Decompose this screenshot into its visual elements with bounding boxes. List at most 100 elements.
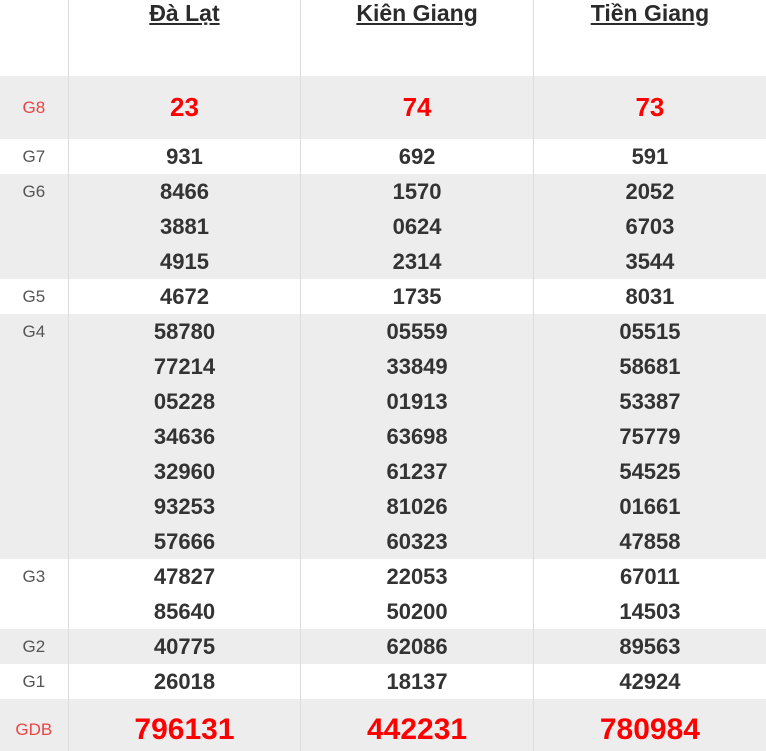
prize-cell: 796131 bbox=[67, 699, 301, 751]
row-label: G5 bbox=[22, 287, 46, 306]
prize-number: 74 bbox=[402, 92, 432, 122]
prize-cell: 58780 77214 05228 34636 32960 93253 57666 bbox=[67, 314, 301, 559]
prize-cell: 05559 33849 01913 63698 61237 81026 60323 bbox=[300, 314, 534, 559]
prize-number: 05228 bbox=[153, 389, 216, 414]
prize-number: 67011 bbox=[619, 564, 680, 589]
prize-cell: 591 bbox=[532, 139, 766, 174]
prize-number: 1570 bbox=[392, 179, 442, 204]
prize-number: 81026 bbox=[386, 494, 448, 519]
prize-number: 77214 bbox=[153, 354, 216, 379]
prize-cell: 47827 85640 bbox=[67, 559, 301, 629]
column-header-2[interactable]: Kiên Giang bbox=[300, 0, 534, 76]
prize-number: 796131 bbox=[134, 713, 235, 746]
column-header-1[interactable]: Đà Lạt bbox=[67, 0, 301, 76]
prize-number: 33849 bbox=[386, 354, 448, 379]
prize-number: 47827 bbox=[153, 564, 216, 589]
prize-row-g5: G5 4672 1735 8031 bbox=[0, 279, 766, 314]
results-body: G8 23 74 73 G7 931 692 591 G6 8466 3881 4915 1570 062… bbox=[0, 76, 766, 751]
prize-row-gdb: GDB 796131 442231 780984 bbox=[0, 699, 766, 751]
prize-number: 73 bbox=[635, 92, 665, 122]
prize-number: 692 bbox=[398, 144, 436, 169]
prize-number: 591 bbox=[631, 144, 669, 169]
prize-cell: 18137 bbox=[300, 664, 534, 699]
prize-number: 57666 bbox=[153, 529, 216, 554]
prize-cell: 89563 bbox=[532, 629, 766, 664]
prize-number: 8466 bbox=[159, 179, 209, 204]
prize-cell: 4672 bbox=[67, 279, 301, 314]
prize-cell: 1735 bbox=[300, 279, 534, 314]
prize-number: 63698 bbox=[386, 424, 448, 449]
prize-number: 18137 bbox=[386, 669, 448, 694]
corner-cell bbox=[0, 0, 69, 76]
prize-number: 05515 bbox=[619, 319, 681, 344]
prize-number: 34636 bbox=[153, 424, 216, 449]
prize-cell: 40775 bbox=[67, 629, 301, 664]
prize-number: 42924 bbox=[619, 669, 681, 694]
column-title[interactable]: Đà Lạt bbox=[149, 0, 220, 26]
prize-cell: 692 bbox=[300, 139, 534, 174]
prize-number: 50200 bbox=[386, 599, 448, 624]
prize-number: 6703 bbox=[625, 214, 675, 239]
row-label: G8 bbox=[0, 76, 69, 139]
prize-number: 53387 bbox=[619, 389, 681, 414]
prize-number: 61237 bbox=[386, 459, 448, 484]
prize-number: 89563 bbox=[619, 634, 681, 659]
prize-number: 58681 bbox=[619, 354, 681, 379]
prize-cell: 23 bbox=[67, 76, 301, 139]
row-label: GDB bbox=[0, 699, 69, 751]
header-row: Đà Lạt Kiên Giang Tiền Giang bbox=[0, 0, 766, 76]
prize-row-g8: G8 23 74 73 bbox=[0, 76, 766, 139]
prize-number: 2052 bbox=[625, 179, 675, 204]
prize-row-g1: G1 26018 18137 42924 bbox=[0, 664, 766, 699]
prize-cell: 74 bbox=[300, 76, 534, 139]
prize-number: 58780 bbox=[153, 319, 216, 344]
prize-number: 1735 bbox=[392, 284, 442, 309]
prize-number: 4915 bbox=[159, 249, 209, 274]
prize-number: 22053 bbox=[386, 564, 448, 589]
prize-number: 931 bbox=[166, 144, 203, 169]
prize-number: 60323 bbox=[386, 529, 448, 554]
prize-number: 4672 bbox=[159, 284, 209, 309]
prize-cell: 931 bbox=[67, 139, 301, 174]
prize-number: 32960 bbox=[153, 459, 216, 484]
row-label: G7 bbox=[22, 147, 46, 166]
prize-number: 40775 bbox=[153, 634, 216, 659]
prize-row-g2: G2 40775 62086 89563 bbox=[0, 629, 766, 664]
prize-number: 2314 bbox=[392, 249, 442, 274]
prize-number: 442231 bbox=[367, 713, 468, 746]
row-label: G2 bbox=[0, 629, 69, 664]
prize-number: 14503 bbox=[619, 599, 681, 624]
row-label: G1 bbox=[22, 672, 46, 691]
prize-number: 3881 bbox=[159, 214, 209, 239]
prize-row-g3: G3 47827 85640 22053 50200 67011 14503 bbox=[0, 559, 766, 629]
prize-number: 23 bbox=[170, 92, 199, 122]
prize-number: 54525 bbox=[619, 459, 681, 484]
prize-cell: 2052 6703 3544 bbox=[532, 174, 766, 279]
prize-cell: 62086 bbox=[300, 629, 534, 664]
column-header-3[interactable]: Tiền Giang bbox=[532, 0, 766, 76]
column-title[interactable]: Tiền Giang bbox=[590, 0, 710, 26]
column-title[interactable]: Kiên Giang bbox=[356, 0, 478, 26]
row-label: G4 bbox=[0, 314, 69, 559]
prize-row-g7: G7 931 692 591 bbox=[0, 139, 766, 174]
prize-number: 62086 bbox=[386, 634, 448, 659]
prize-cell: 8466 3881 4915 bbox=[67, 174, 301, 279]
prize-cell: 67011 14503 bbox=[532, 559, 766, 629]
prize-number: 01661 bbox=[619, 494, 681, 519]
prize-number: 85640 bbox=[153, 599, 216, 624]
prize-cell: 42924 bbox=[532, 664, 766, 699]
prize-cell: 780984 bbox=[532, 699, 766, 751]
prize-row-g6: G6 8466 3881 4915 1570 0624 2314 2052 6703 3544 bbox=[0, 174, 766, 279]
prize-cell: 05515 58681 53387 75779 54525 01661 47858 bbox=[532, 314, 766, 559]
row-label: G6 bbox=[0, 174, 69, 279]
prize-number: 0624 bbox=[392, 214, 442, 239]
prize-number: 3544 bbox=[625, 249, 675, 274]
prize-cell: 26018 bbox=[67, 664, 301, 699]
prize-number: 05559 bbox=[386, 319, 448, 344]
prize-number: 75779 bbox=[619, 424, 681, 449]
prize-number: 780984 bbox=[599, 713, 700, 746]
prize-number: 8031 bbox=[625, 284, 675, 309]
prize-number: 47858 bbox=[619, 529, 681, 554]
